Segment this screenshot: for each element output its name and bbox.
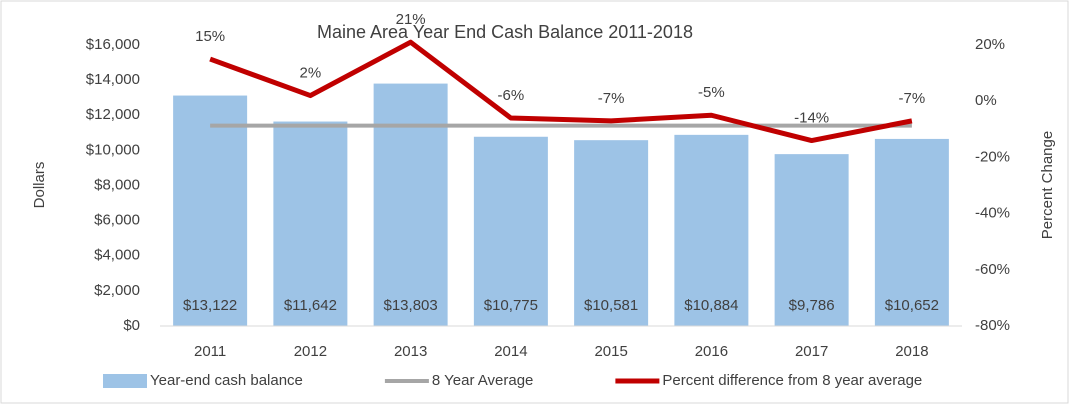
legend-label: 8 Year Average xyxy=(432,372,533,389)
y2-axis-label: Percent Change xyxy=(1039,131,1056,239)
y2-tick-label: -20% xyxy=(975,148,1010,165)
bar-value-label: $10,884 xyxy=(684,297,738,314)
y-tick-label: $6,000 xyxy=(94,212,140,229)
line-value-label: -7% xyxy=(598,90,625,107)
bar-value-label: $10,581 xyxy=(584,297,638,314)
line-value-label: -14% xyxy=(794,110,829,127)
x-tick-label: 2014 xyxy=(494,343,527,360)
y2-tick-label: 20% xyxy=(975,36,1005,53)
bar xyxy=(173,95,248,326)
bar-value-label: $13,803 xyxy=(384,297,438,314)
y-tick-label: $8,000 xyxy=(94,176,140,193)
line-value-label: 15% xyxy=(195,28,225,45)
x-tick-label: 2015 xyxy=(594,343,627,360)
bar-value-label: $11,642 xyxy=(284,297,337,314)
x-tick-label: 2017 xyxy=(795,343,828,360)
x-tick-label: 2016 xyxy=(695,343,728,360)
bar xyxy=(674,134,749,326)
line-value-label: -6% xyxy=(498,87,525,104)
y2-tick-label: -60% xyxy=(975,261,1010,278)
chart-title: Maine Area Year End Cash Balance 2011-20… xyxy=(317,22,693,42)
y-tick-label: $2,000 xyxy=(94,282,140,299)
legend-label: Percent difference from 8 year average xyxy=(662,372,922,389)
bar xyxy=(373,83,448,327)
bar xyxy=(874,138,949,326)
y-tick-label: $0 xyxy=(123,317,140,334)
bar xyxy=(774,154,849,326)
bar-value-label: $9,786 xyxy=(789,297,835,314)
legend-swatch xyxy=(103,374,147,388)
x-tick-label: 2011 xyxy=(194,343,226,360)
y2-tick-label: -40% xyxy=(975,205,1010,222)
line-series xyxy=(209,39,913,144)
line-value-label: 2% xyxy=(300,65,322,82)
bar-value-label: $10,775 xyxy=(484,297,538,314)
bar xyxy=(273,121,348,326)
line-value-label: 21% xyxy=(396,11,426,28)
y-tick-label: $12,000 xyxy=(86,106,140,123)
legend-label: Year-end cash balance xyxy=(150,372,303,389)
y-tick-label: $16,000 xyxy=(86,36,140,53)
line-value-label: -7% xyxy=(899,90,926,107)
line-value-label: -5% xyxy=(698,84,725,101)
x-tick-label: 2012 xyxy=(294,343,327,360)
x-tick-label: 2013 xyxy=(394,343,427,360)
bar xyxy=(473,136,548,326)
y-tick-label: $4,000 xyxy=(94,247,140,264)
y2-tick-label: 0% xyxy=(975,92,997,109)
y-tick-label: $14,000 xyxy=(86,71,140,88)
y-axis-label: Dollars xyxy=(31,162,48,209)
bar xyxy=(574,140,649,326)
y-tick-label: $10,000 xyxy=(86,141,140,158)
bar-value-label: $13,122 xyxy=(183,297,237,314)
x-tick-label: 2018 xyxy=(895,343,928,360)
y2-tick-label: -80% xyxy=(975,317,1010,334)
bar-value-label: $10,652 xyxy=(885,297,939,314)
